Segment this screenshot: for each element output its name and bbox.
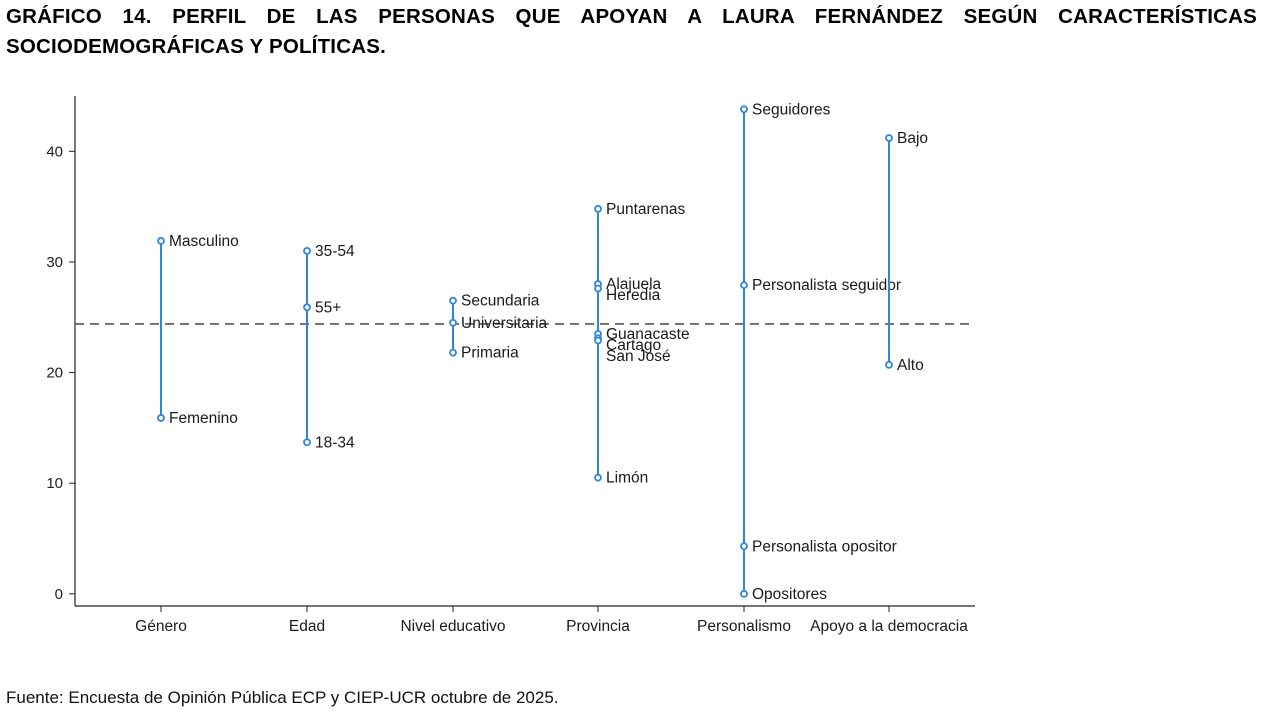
x-tick-label: Provincia (566, 618, 630, 635)
y-tick: 30 (46, 254, 75, 271)
y-tick: 20 (46, 365, 75, 382)
data-point (157, 237, 165, 245)
data-label: 35-54 (315, 243, 355, 260)
data-label: Alajuela (606, 276, 662, 293)
plot-area: 0 10 20 30 40 Género Edad Nivel educativo Provin… (46, 96, 975, 635)
data-point (157, 414, 165, 422)
data-point (885, 134, 893, 142)
y-tick-label: 40 (46, 143, 63, 160)
y-tick-label: 0 (55, 586, 63, 603)
data-point (303, 438, 311, 447)
data-label: Personalista seguidor (752, 277, 901, 294)
y-tick-label: 30 (46, 254, 63, 271)
data-label: Universitaria (461, 315, 548, 332)
y-tick-label: 20 (46, 365, 63, 382)
data-label: Guanacaste (606, 326, 690, 343)
y-tick: 40 (46, 143, 75, 160)
data-label: Seguidores (752, 101, 831, 118)
data-label: Cartago (606, 337, 661, 354)
data-point (594, 284, 602, 293)
data-label: Alto (897, 357, 924, 374)
y-tick-label: 10 (46, 475, 63, 492)
series-group: Bajo Alto (885, 130, 928, 374)
data-point (594, 473, 602, 482)
y-tick: 10 (46, 475, 75, 492)
data-label: San José (606, 348, 671, 365)
data-point (740, 105, 748, 114)
data-point (740, 589, 748, 598)
x-tick-label: Género (135, 618, 187, 635)
data-point (740, 542, 748, 551)
data-point (449, 348, 457, 357)
series-group: 35-54 55+ 18-34 (303, 243, 355, 451)
series-group: Masculino Femenino (157, 233, 239, 427)
data-label: Masculino (169, 233, 239, 250)
data-point (449, 296, 457, 305)
data-point (594, 204, 602, 213)
data-label: Personalista opositor (752, 538, 897, 555)
data-label: Opositores (752, 586, 827, 603)
data-point (449, 318, 457, 327)
source-note: Fuente: Encuesta de Opinión Pública ECP … (6, 688, 559, 707)
chart-title: GRÁFICO 14. PERFIL DE LAS PERSONAS QUE A… (6, 5, 1257, 58)
data-label: Heredia (606, 287, 661, 304)
x-tick-label: Apoyo a la democracia (810, 618, 968, 635)
data-label: 55+ (315, 299, 341, 316)
data-point (885, 360, 893, 369)
x-tick-label: Nivel educativo (400, 618, 505, 635)
y-tick: 0 (55, 586, 75, 603)
series-group: Secundaria Universitaria Primaria (449, 293, 548, 362)
data-label: Limón (606, 470, 648, 487)
data-label: Femenino (169, 410, 238, 427)
data-label: 18-34 (315, 434, 355, 451)
x-tick-label: Edad (289, 618, 325, 635)
series-group: Seguidores Personalista seguidor Personali… (740, 101, 901, 603)
data-point (594, 336, 602, 345)
data-label: Bajo (897, 130, 928, 147)
x-tick-label: Personalismo (697, 618, 791, 635)
data-label: Puntarenas (606, 201, 686, 218)
data-point (303, 303, 311, 312)
data-label: Primaria (461, 345, 519, 362)
data-label: Secundaria (461, 293, 540, 310)
data-point (740, 281, 748, 290)
data-point (303, 246, 311, 255)
